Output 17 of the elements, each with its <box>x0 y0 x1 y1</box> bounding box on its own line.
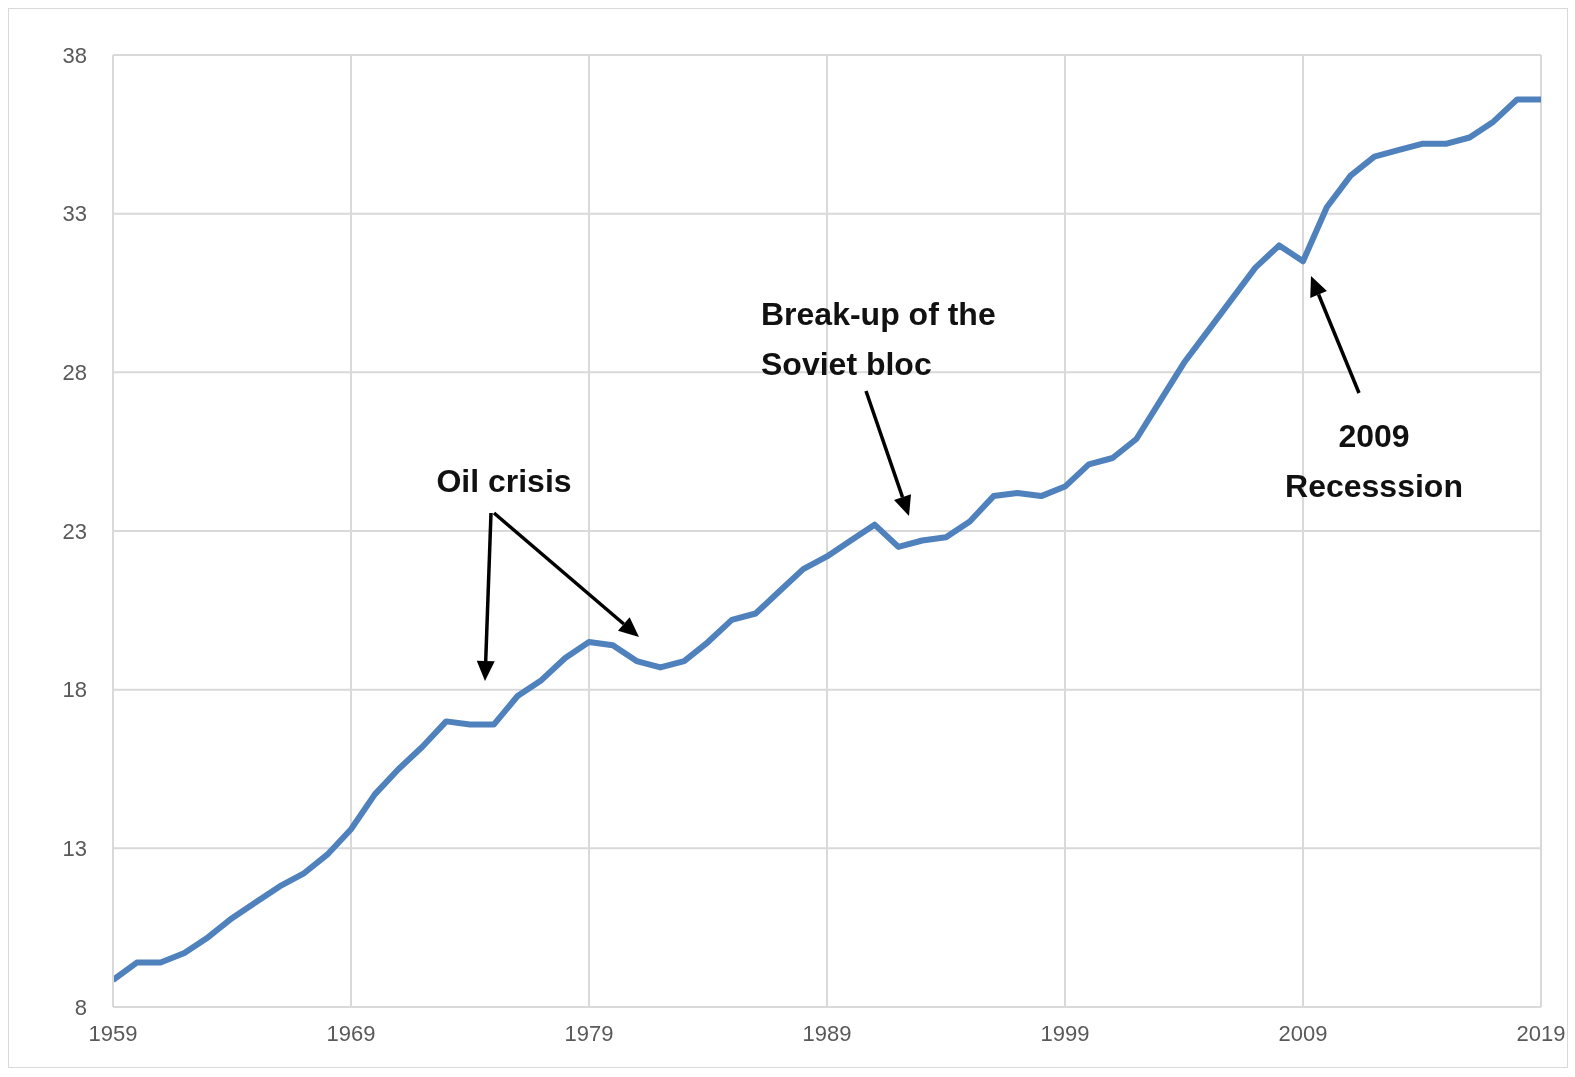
x-tick-label: 2019 <box>1516 1020 1566 1046</box>
y-tick-label: 23 <box>62 518 87 544</box>
x-tick-label: 1979 <box>564 1020 614 1046</box>
x-tick-label: 1989 <box>802 1020 852 1046</box>
annotation: Oil crisis <box>435 462 573 501</box>
x-tick-label: 1999 <box>1040 1020 1090 1046</box>
y-tick-label: 8 <box>74 994 87 1020</box>
x-tick-label: 2009 <box>1278 1020 1328 1046</box>
y-tick-label: 28 <box>62 360 87 386</box>
y-tick-label: 33 <box>62 201 87 227</box>
y-tick-label: 38 <box>62 42 87 68</box>
annotation: Break-up of the Soviet bloc <box>761 295 997 384</box>
annotation: 2009 Recesssion <box>1284 417 1464 506</box>
y-tick-label: 13 <box>62 836 87 862</box>
x-tick-label: 1959 <box>88 1020 138 1046</box>
y-tick-label: 18 <box>62 677 87 703</box>
x-tick-label: 1969 <box>326 1020 376 1046</box>
